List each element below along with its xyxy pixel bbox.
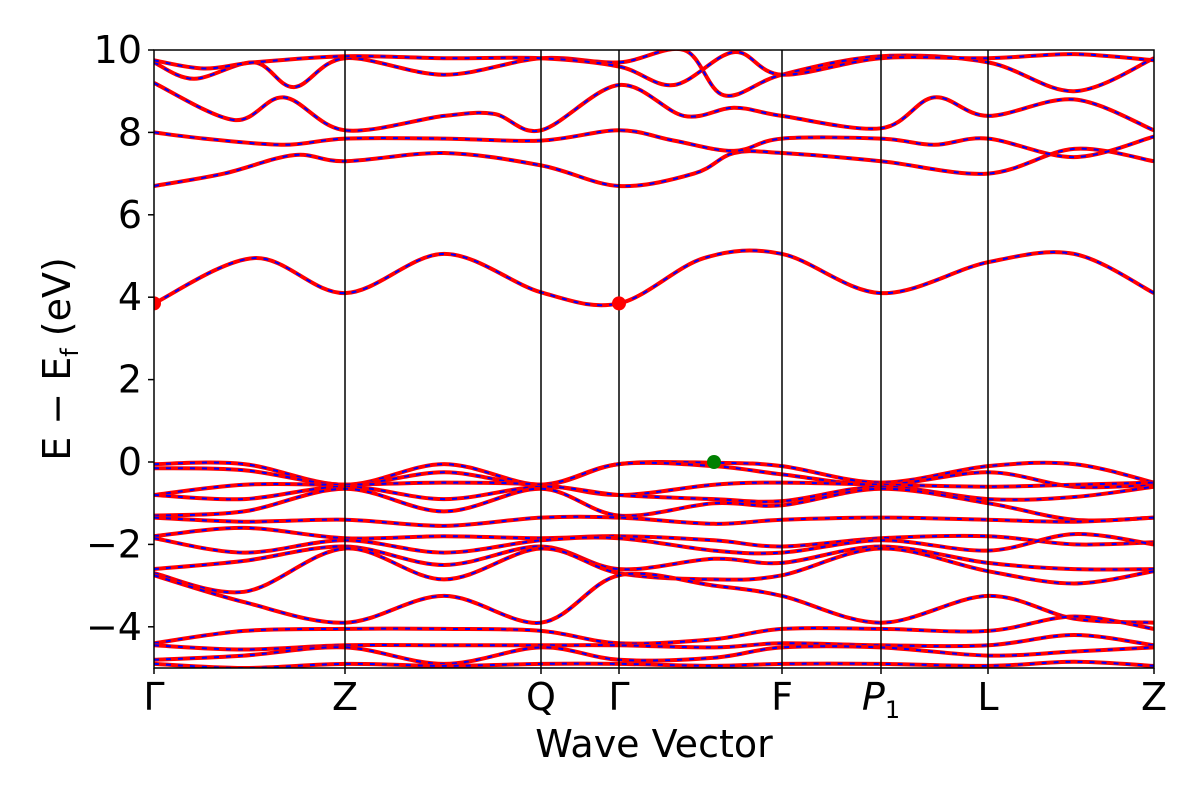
band-line-17 [154, 614, 1154, 646]
band-edge-markers [154, 296, 721, 469]
band-line-16 [154, 571, 1154, 625]
band-line-overlay-3 [154, 82, 1154, 133]
band-line-overlay-4 [154, 50, 1154, 97]
band-edge-marker-2 [707, 455, 721, 469]
x-tick-label: Γ [143, 675, 164, 719]
band-line-overlay-8 [154, 481, 1154, 497]
band-line-overlay-14 [154, 545, 1154, 571]
band-line-2 [154, 128, 1154, 160]
x-axis-ticks: Γ Z Q Γ F P1 L Z [143, 668, 1167, 724]
band-line-5 [154, 50, 1154, 88]
band-line-15 [154, 546, 1154, 595]
band-line-overlay-0 [154, 249, 1154, 307]
x-tick-label: Z [332, 675, 358, 719]
y-axis-label-unit: (eV) [35, 257, 79, 348]
bands-layer [154, 50, 1154, 668]
band-line-1 [154, 146, 1154, 189]
band-line-20 [154, 659, 1154, 668]
y-tick-label: −2 [86, 522, 142, 566]
x-tick-label: P1 [862, 675, 900, 724]
y-tick-label: −4 [86, 605, 142, 649]
y-tick-label: 0 [118, 440, 142, 484]
y-tick-label: 2 [118, 358, 142, 402]
y-axis-label-main: E − E [35, 357, 79, 461]
y-axis-label: E − Ef (eV) [35, 257, 84, 461]
kpath-divider-lines [344, 50, 989, 668]
band-line-overlay-13 [154, 533, 1154, 555]
y-tick-label: 4 [118, 275, 142, 319]
band-edge-marker-0 [154, 296, 161, 311]
x-tick-label: F [771, 675, 793, 719]
band-line-overlay-12 [154, 526, 1154, 548]
y-tick-label: 6 [118, 193, 142, 237]
y-tick-label: 10 [94, 28, 142, 72]
x-tick-label: Z [1141, 675, 1167, 719]
y-axis-label-subscript: f [56, 348, 84, 357]
band-line-3 [154, 81, 1154, 134]
x-tick-label: Γ [608, 675, 629, 719]
plot-frame [153, 49, 1155, 669]
band-line-overlay-20 [154, 660, 1154, 668]
x-tick-label: Q [526, 675, 556, 719]
band-line-11 [154, 514, 1154, 528]
band-line-overlay-11 [154, 515, 1154, 527]
x-tick-label: L [977, 675, 998, 719]
band-line-overlay-1 [154, 147, 1154, 188]
y-axis-ticks: −4 −2 0 2 4 6 8 10 [86, 28, 154, 649]
band-line-overlay-15 [154, 547, 1154, 594]
band-edge-marker-1 [612, 296, 626, 311]
x-axis-label: Wave Vector [535, 722, 773, 766]
y-tick-label: 8 [118, 110, 142, 154]
band-line-overlay-10 [154, 487, 1154, 522]
